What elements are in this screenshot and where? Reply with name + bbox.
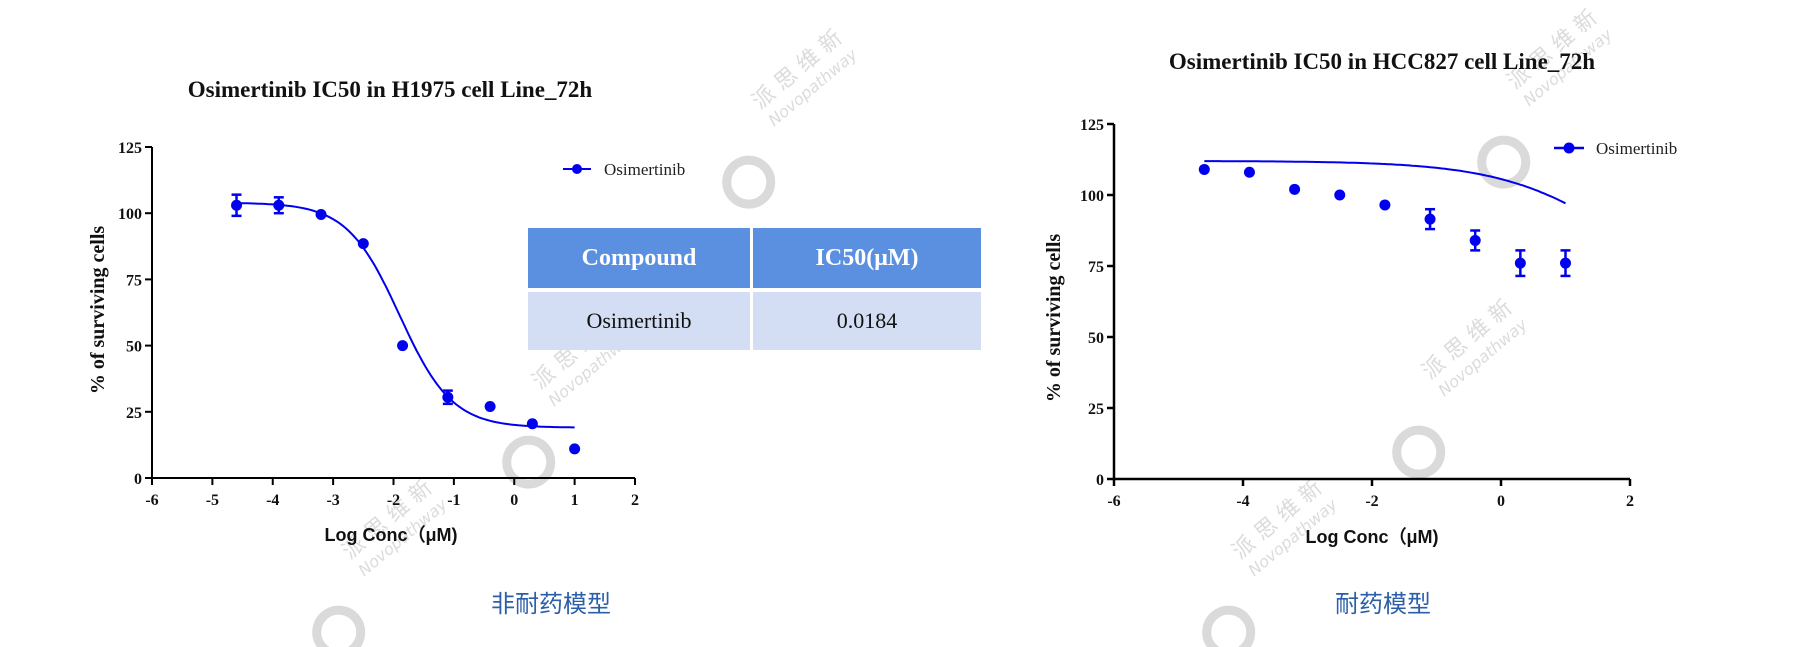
legend-marker-left: [572, 164, 582, 174]
y-tick-label-left: 75: [126, 272, 142, 289]
table-header-ic50: IC50(μM): [753, 228, 981, 292]
y-tick-label-left: 100: [118, 206, 142, 223]
data-point-left: [526, 418, 538, 430]
data-point-left: [569, 443, 581, 455]
x-tick-label-left: -3: [326, 492, 339, 509]
x-tick-label-left: 0: [510, 492, 518, 509]
y-tick-label-left: 25: [126, 405, 142, 422]
fit-curve-right: [1204, 160, 1566, 205]
legend-left: Osimertinib: [563, 160, 685, 179]
legend-label-left: Osimertinib: [604, 160, 685, 179]
x-tick-label-left: -2: [387, 492, 400, 509]
y-axis-label-right: % of surviving cells: [1043, 234, 1065, 403]
data-point-right: [1469, 234, 1481, 246]
chart-h1975: Osimertinib IC50 in H1975 cell Line_72h …: [87, 77, 685, 545]
legend-right: Osimertinib: [1554, 139, 1677, 158]
y-tick-label-right: 75: [1088, 259, 1104, 276]
data-point-right: [1198, 163, 1210, 175]
table-cell-ic50: 0.0184: [753, 292, 981, 350]
chart-title-right: Osimertinib IC50 in HCC827 cell Line_72h: [1169, 49, 1595, 74]
x-tick-label-left: -1: [447, 492, 460, 509]
y-tick-label-right: 100: [1080, 188, 1104, 205]
table-cell-compound: Osimertinib: [528, 292, 753, 350]
data-point-right: [1289, 183, 1301, 195]
y-tick-label-right: 0: [1096, 472, 1104, 489]
y-tick-label-right: 125: [1080, 117, 1104, 134]
watermark-logo-icon: [1392, 425, 1446, 479]
x-tick-label-left: -4: [266, 492, 279, 509]
x-axis-label-right: Log Conc（μM): [1306, 527, 1439, 547]
watermark-logo-icon: [502, 435, 556, 489]
data-point-right: [1379, 199, 1391, 211]
data-point-left: [442, 391, 454, 403]
x-tick-label-left: 1: [571, 492, 579, 509]
data-point-right: [1560, 257, 1571, 269]
x-tick-label-right: -6: [1107, 493, 1120, 510]
table-header-row: Compound IC50(μM): [528, 228, 981, 292]
chart-title-left: Osimertinib IC50 in H1975 cell Line_72h: [188, 77, 593, 102]
caption-resistant-model: 耐药模型: [1335, 590, 1431, 618]
data-point-left: [273, 199, 285, 211]
x-tick-label-right: -4: [1236, 493, 1249, 510]
y-tick-label-right: 50: [1088, 330, 1104, 347]
data-point-left: [484, 401, 496, 413]
data-point-left: [397, 340, 409, 352]
caption-sensitive-model: 非耐药模型: [491, 590, 611, 618]
data-point-left: [357, 238, 369, 250]
legend-marker-right: [1563, 142, 1575, 154]
watermark-logo-icon: [1202, 605, 1256, 647]
x-tick-label-left: -5: [206, 492, 219, 509]
data-point-right: [1334, 189, 1346, 201]
x-axis-label-left: Log Conc（μM): [325, 525, 458, 545]
y-tick-label-left: 50: [126, 339, 142, 356]
y-tick-label-left: 125: [118, 140, 142, 157]
chart-hcc827: Osimertinib IC50 in HCC827 cell Line_72h…: [1043, 49, 1677, 547]
watermark-logo-icon: [1477, 135, 1531, 189]
x-tick-label-right: 0: [1497, 493, 1505, 510]
x-tick-label-left: 2: [631, 492, 639, 509]
legend-label-right: Osimertinib: [1596, 139, 1677, 158]
data-point-right: [1424, 213, 1436, 225]
x-tick-label-right: 2: [1626, 493, 1634, 510]
ic50-table: Compound IC50(μM) Osimertinib 0.0184: [528, 228, 981, 350]
watermark-logo-icon: [312, 605, 366, 647]
data-point-right: [1514, 257, 1526, 269]
data-point-right: [1243, 166, 1255, 178]
table-header-compound: Compound: [528, 228, 753, 292]
y-tick-label-right: 25: [1088, 401, 1104, 418]
x-tick-label-left: -6: [145, 492, 158, 509]
x-tick-label-right: -2: [1365, 493, 1378, 510]
table-row: Osimertinib 0.0184: [528, 292, 981, 350]
watermark-logo-icon: [722, 155, 776, 209]
data-point-left: [231, 199, 243, 211]
data-point-left: [315, 209, 327, 221]
y-tick-label-left: 0: [134, 471, 142, 488]
fit-curve-left: [236, 202, 575, 429]
y-axis-label-left: % of surviving cells: [87, 226, 109, 395]
